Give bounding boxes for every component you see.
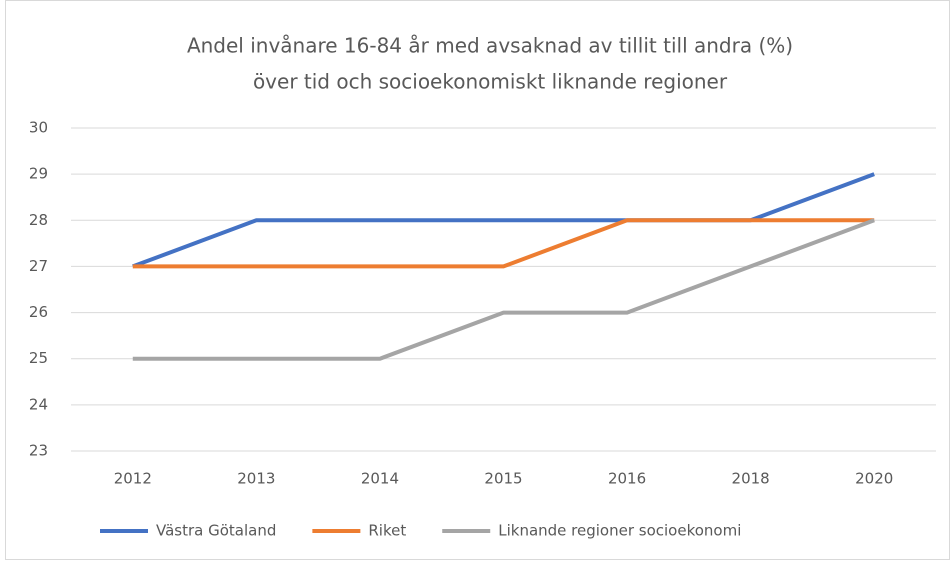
y-tick-label: 28 [29,211,48,229]
series-line [132,218,875,269]
series-line [132,218,875,361]
y-tick-label: 29 [29,165,48,183]
x-tick-label: 2013 [237,470,275,488]
y-tick-label: 25 [29,349,48,367]
x-tick-label: 2012 [114,470,152,488]
x-tick-label: 2015 [484,470,522,488]
y-tick-label: 26 [29,303,48,321]
x-tick-label: 2016 [608,470,646,488]
legend-label: Riket [368,522,406,540]
legend-label: Västra Götaland [156,522,276,540]
x-tick-label: 2020 [855,470,893,488]
chart-frame [5,0,950,560]
legend-label: Liknande regioner socioekonomi [498,522,741,540]
x-tick-label: 2018 [732,470,770,488]
chart-title: över tid och socioekonomiskt liknande re… [253,70,728,94]
y-tick-label: 24 [29,395,48,413]
y-tick-label: 23 [29,442,48,460]
chart-title: Andel invånare 16-84 år med avsaknad av … [187,34,793,58]
x-tick-label: 2014 [361,470,399,488]
y-tick-label: 27 [29,257,48,275]
y-tick-label: 30 [29,119,48,137]
